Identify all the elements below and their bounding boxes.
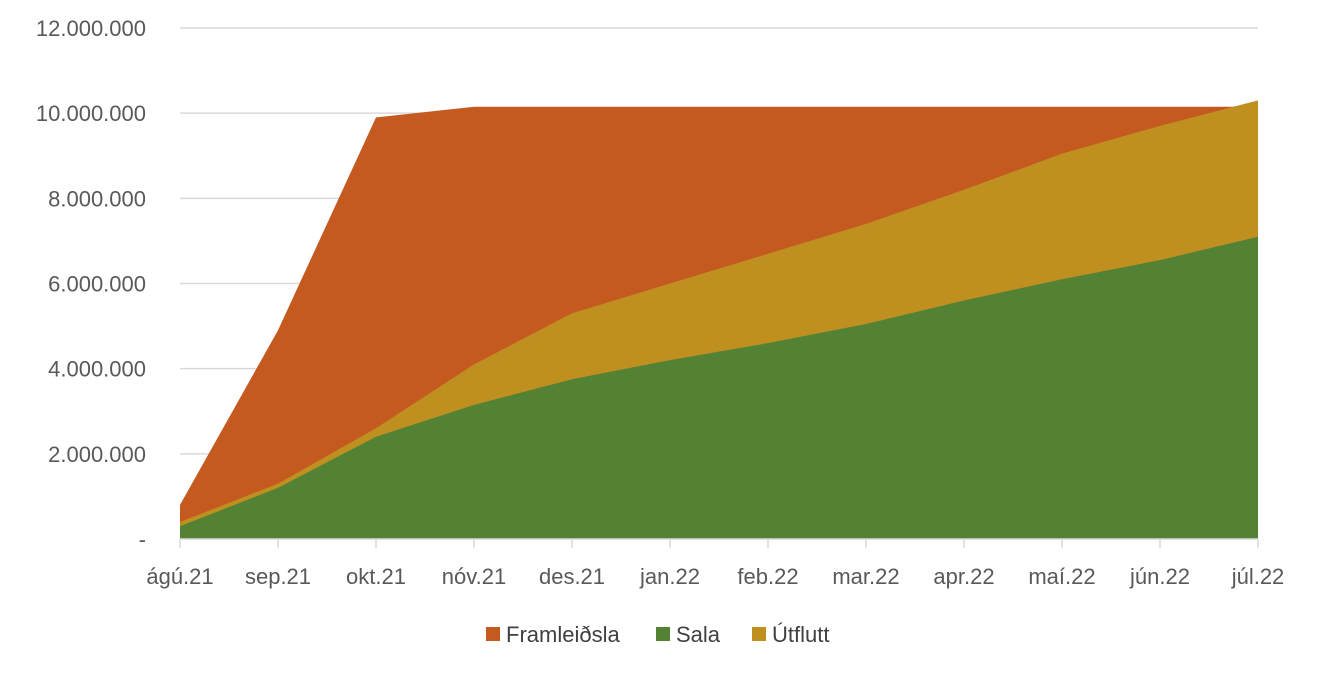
area-sala bbox=[180, 236, 1258, 539]
legend-label: Sala bbox=[676, 622, 721, 647]
series-areas bbox=[180, 100, 1258, 540]
x-tick-label: okt.21 bbox=[346, 564, 406, 589]
y-tick-label: 4.000.000 bbox=[48, 357, 146, 382]
x-tick-label: jan.22 bbox=[639, 564, 700, 589]
legend: Framleiðsla Sala Útflutt bbox=[486, 622, 829, 647]
x-tick-label: sep.21 bbox=[245, 564, 311, 589]
x-tick-label: ágú.21 bbox=[146, 564, 213, 589]
legend-swatch bbox=[752, 627, 766, 641]
x-axis: ágú.21 sep.21 okt.21 nóv.21 des.21 jan.22 feb.… bbox=[146, 538, 1285, 589]
legend-swatch bbox=[656, 627, 670, 641]
x-tick-label: nóv.21 bbox=[442, 564, 506, 589]
y-tick-label: - bbox=[139, 527, 146, 552]
legend-swatch bbox=[486, 627, 500, 641]
y-tick-label: 10.000.000 bbox=[36, 101, 146, 126]
x-tick-label: maí.22 bbox=[1028, 564, 1095, 589]
y-tick-label: 6.000.000 bbox=[48, 272, 146, 297]
x-tick-label: mar.22 bbox=[832, 564, 899, 589]
y-tick-label: 12.000.000 bbox=[36, 16, 146, 41]
legend-label: Útflutt bbox=[772, 622, 829, 647]
x-tick-label: feb.22 bbox=[737, 564, 798, 589]
x-tick-label: jún.22 bbox=[1129, 564, 1190, 589]
y-tick-label: 2.000.000 bbox=[48, 442, 146, 467]
x-tick-label: des.21 bbox=[539, 564, 605, 589]
y-axis: - 2.000.000 4.000.000 6.000.000 8.000.000 10.… bbox=[36, 16, 146, 552]
x-tick-label: júl.22 bbox=[1231, 564, 1285, 589]
legend-label: Framleiðsla bbox=[506, 622, 620, 647]
x-tick-label: apr.22 bbox=[933, 564, 994, 589]
y-tick-label: 8.000.000 bbox=[48, 186, 146, 211]
